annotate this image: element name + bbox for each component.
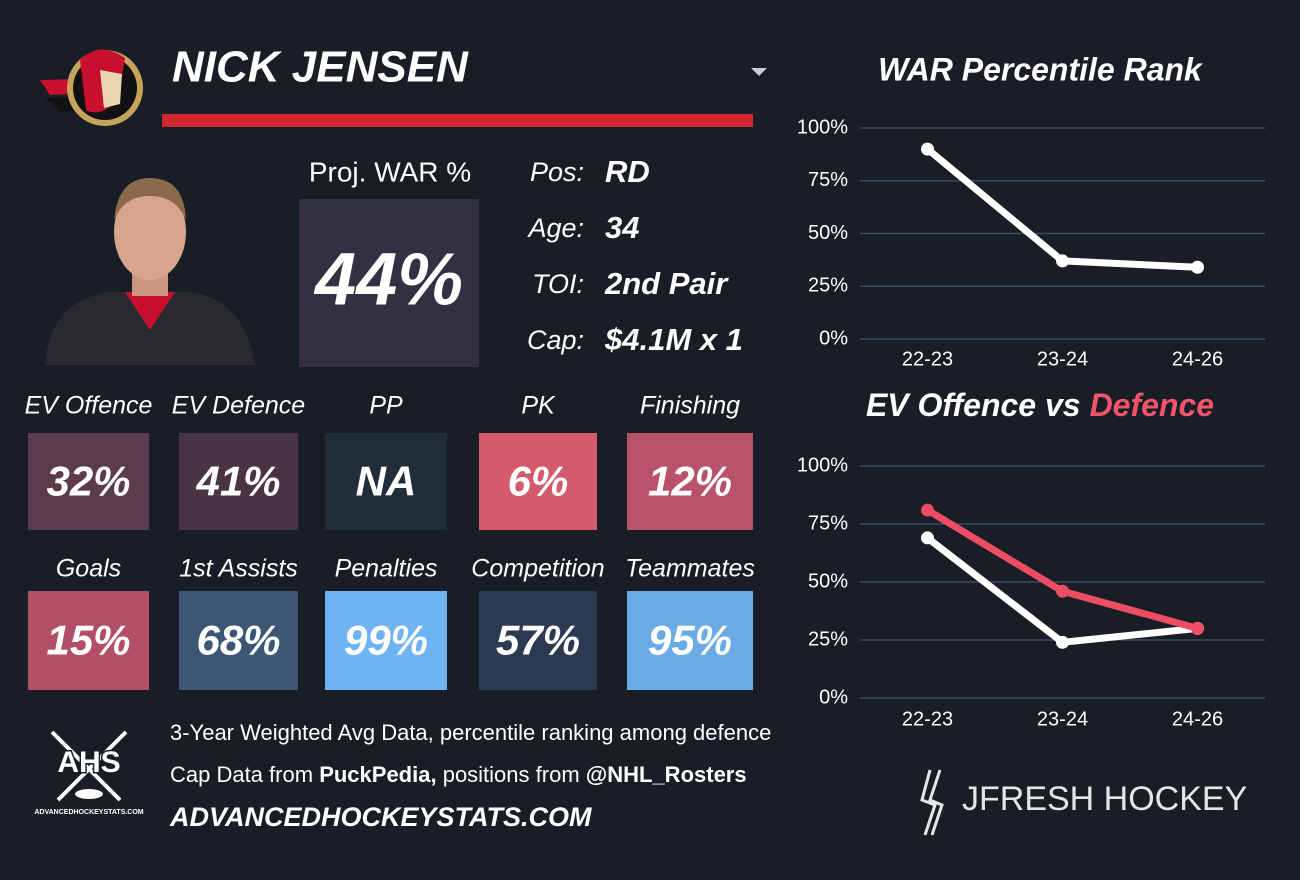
credit-source: PuckPedia, <box>319 762 437 787</box>
tile-value: NA <box>356 458 417 505</box>
credit-text: Cap Data from <box>170 762 314 787</box>
series-point <box>921 531 934 545</box>
team-logo <box>40 49 143 126</box>
tile-box <box>28 591 149 690</box>
info-value: 34 <box>605 210 639 245</box>
tile-value: 95% <box>648 617 732 664</box>
info-list: Pos: RD Age: 34 TOI: 2nd Pair Cap: $4.1M x 1 <box>526 154 742 357</box>
tile-box <box>325 433 447 530</box>
tile-box <box>325 591 447 690</box>
chart-title-part: EV Offence vs <box>866 387 1081 423</box>
y-tick-label: 75% <box>808 512 848 534</box>
info-value: RD <box>605 154 650 189</box>
tile-box <box>179 433 298 530</box>
tile-value: 68% <box>196 617 280 664</box>
tile-box <box>28 433 149 530</box>
x-tick-label: 23-24 <box>1037 708 1088 730</box>
tile-box <box>627 433 753 530</box>
proj-war-label: Proj. WAR % <box>309 156 471 187</box>
y-tick-label: 100% <box>797 116 848 138</box>
chart-title: EV Offence vs Defence <box>866 387 1214 423</box>
tile-value: 41% <box>195 458 280 505</box>
y-tick-label: 50% <box>808 570 848 592</box>
info-value: 2nd Pair <box>604 266 729 301</box>
tile-box <box>479 433 597 530</box>
series-point <box>1191 260 1204 274</box>
tile-value: 57% <box>496 617 580 664</box>
series-line <box>925 146 1198 271</box>
brand-text: JFRESH HOCKEY <box>962 780 1247 818</box>
proj-war-box <box>299 199 479 367</box>
tile-label: Competition <box>471 555 604 583</box>
x-tick-label: 22-23 <box>902 348 953 370</box>
tile-label: EV Offence <box>25 392 153 420</box>
series-point <box>1191 621 1204 635</box>
tile-value: 32% <box>46 458 130 505</box>
ahs-logo-caption: ADVANCEDHOCKEYSTATS.COM <box>34 809 143 816</box>
tile-label: Teammates <box>625 555 755 583</box>
footer-site[interactable]: ADVANCEDHOCKEYSTATS.COM <box>170 802 592 832</box>
chart-title: WAR Percentile Rank <box>878 51 1204 87</box>
tile-box <box>479 591 597 690</box>
tile-box <box>179 591 298 690</box>
tile-label: Penalties <box>335 555 438 583</box>
series-point <box>921 503 934 517</box>
info-label: Age: <box>526 213 584 243</box>
y-tick-label: 25% <box>808 628 848 650</box>
tile-value: 6% <box>508 458 569 505</box>
tile-label: Finishing <box>640 392 740 420</box>
tile-value: 99% <box>344 617 428 664</box>
y-tick-label: 75% <box>808 169 848 191</box>
charts: WAR Percentile Rank 0% 25% 50% 75% 100% 22-23 2… <box>797 51 1265 730</box>
tile-label: Goals <box>56 555 121 583</box>
series-point <box>1056 254 1069 268</box>
tile-label: PP <box>369 392 403 420</box>
credit-source: @NHL_Rosters <box>585 762 747 787</box>
y-tick-label: 0% <box>819 327 848 349</box>
brand-logo: JFRESH HOCKEY <box>920 769 1247 836</box>
footer-note: 3-Year Weighted Avg Data, percentile ran… <box>170 720 772 745</box>
tile-value: 12% <box>648 458 732 505</box>
info-label: TOI: <box>532 269 584 299</box>
dropdown[interactable] <box>751 68 767 76</box>
x-tick-label: 22-23 <box>902 708 953 730</box>
tile-label: PK <box>521 392 556 420</box>
ahs-logo: AHS ADVANCEDHOCKEYSTATS.COM <box>34 730 144 816</box>
series-point <box>1056 635 1069 649</box>
name-underline <box>162 114 753 127</box>
x-tick-label: 24-26 <box>1172 348 1223 370</box>
y-tick-label: 50% <box>808 222 848 244</box>
info-label: Pos: <box>530 157 584 187</box>
x-tick-label: 23-24 <box>1037 348 1088 370</box>
chart-title-part: Defence <box>1090 387 1215 423</box>
y-tick-label: 25% <box>808 275 848 297</box>
y-tick-label: 0% <box>819 686 848 708</box>
tile-label: EV Defence <box>172 392 305 420</box>
tile-value: 15% <box>46 617 130 664</box>
player-photo <box>45 178 255 365</box>
info-value: $4.1M x 1 <box>604 322 743 357</box>
series-point <box>1056 584 1069 598</box>
x-tick-label: 24-26 <box>1172 708 1223 730</box>
ahs-logo-text: AHS <box>57 746 120 779</box>
tiles: EV Offence 32% EV Defence 41% PP NA PK 6% Finish… <box>25 392 755 690</box>
footer-credits: Cap Data from PuckPedia, positions from … <box>170 762 747 788</box>
tile-label: 1st Assists <box>179 555 298 583</box>
player-name: NICK JENSEN <box>172 43 469 92</box>
tile-box <box>627 591 753 690</box>
y-tick-label: 100% <box>797 454 848 476</box>
info-label: Cap: <box>527 325 584 355</box>
series-point <box>921 142 934 156</box>
credit-text: positions from <box>442 762 580 787</box>
proj-war-value: 44% <box>313 238 463 321</box>
